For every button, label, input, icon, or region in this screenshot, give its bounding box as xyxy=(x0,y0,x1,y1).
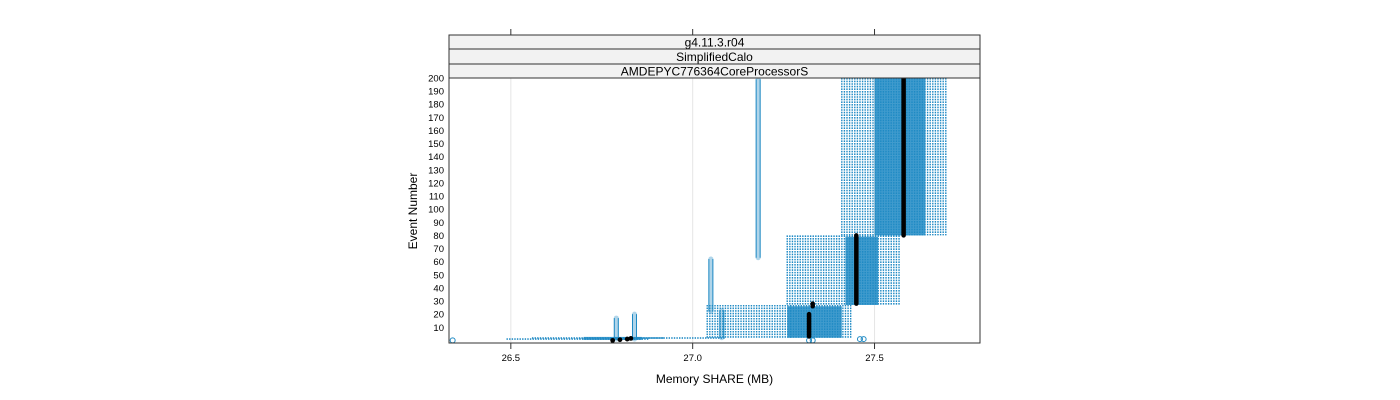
y-tick-label-7: 80 xyxy=(433,231,444,242)
y-tick-label-9: 100 xyxy=(428,205,444,216)
median-point-1 xyxy=(617,337,623,343)
strip-3 xyxy=(448,63,981,79)
median-point-3 xyxy=(628,336,634,341)
strip-2-label: SimplifiedCalo xyxy=(676,50,753,64)
y-tick-label-5: 60 xyxy=(433,257,444,268)
point-block-7 xyxy=(841,78,947,236)
point-block-6 xyxy=(786,235,900,305)
y-tick-label-0: 10 xyxy=(433,323,444,334)
outlier-point-4 xyxy=(860,336,867,343)
y-tick-label-16: 170 xyxy=(428,113,444,124)
x-axis: 26.5 27.0 27.5 xyxy=(502,29,884,364)
y-axis-label: Event Number xyxy=(406,173,420,250)
x-tick-label-0: 26.5 xyxy=(502,353,521,364)
outlier-point-0 xyxy=(449,337,456,343)
point-block-3 xyxy=(637,337,725,340)
y-tick-label-17: 180 xyxy=(428,100,444,111)
grid-lines xyxy=(510,78,876,343)
median-point-2 xyxy=(624,336,630,342)
y-tick-label-8: 90 xyxy=(433,218,444,229)
y-tick-label-14: 150 xyxy=(428,139,444,150)
y-tick-label-19: 200 xyxy=(428,74,444,85)
median-trail xyxy=(610,78,906,343)
x-tick-label-1: 27.0 xyxy=(683,353,702,364)
y-tick-label-13: 140 xyxy=(428,152,444,163)
dense-point-block-3 xyxy=(874,78,926,236)
y-tick-label-18: 190 xyxy=(428,87,444,98)
y-tick-label-11: 120 xyxy=(428,178,444,189)
y-tick-label-12: 130 xyxy=(428,165,444,176)
dense-point-block-2 xyxy=(845,236,879,305)
x-axis-label: Memory SHARE (MB) xyxy=(656,372,773,386)
y-tick-label-6: 70 xyxy=(433,244,444,255)
y-axis: 10 20 30 40 50 60 70 80 90 100 110 120 130 140 150 160 1… xyxy=(428,74,444,334)
y-tick-label-15: 160 xyxy=(428,126,444,137)
data-points xyxy=(449,78,947,343)
outlier-point-3 xyxy=(856,336,863,343)
x-tick-label-2: 27.5 xyxy=(865,353,884,364)
strip-3-label: AMDEPYC776364CoreProcessorS xyxy=(621,65,808,79)
y-tick-label-3: 40 xyxy=(433,283,444,294)
strip-headers: g4.11.3.r04 SimplifiedCalo AMDEPYC776364… xyxy=(448,34,981,79)
y-tick-label-10: 110 xyxy=(429,192,444,203)
strip-1-label: g4.11.3.r04 xyxy=(685,36,745,50)
median-point-0 xyxy=(610,337,616,343)
dense-point-block-1 xyxy=(787,306,842,338)
outlier-point-2 xyxy=(809,337,816,343)
y-tick-label-1: 20 xyxy=(433,310,444,321)
y-tick-label-2: 30 xyxy=(433,297,444,308)
y-tick-label-4: 50 xyxy=(433,270,444,281)
